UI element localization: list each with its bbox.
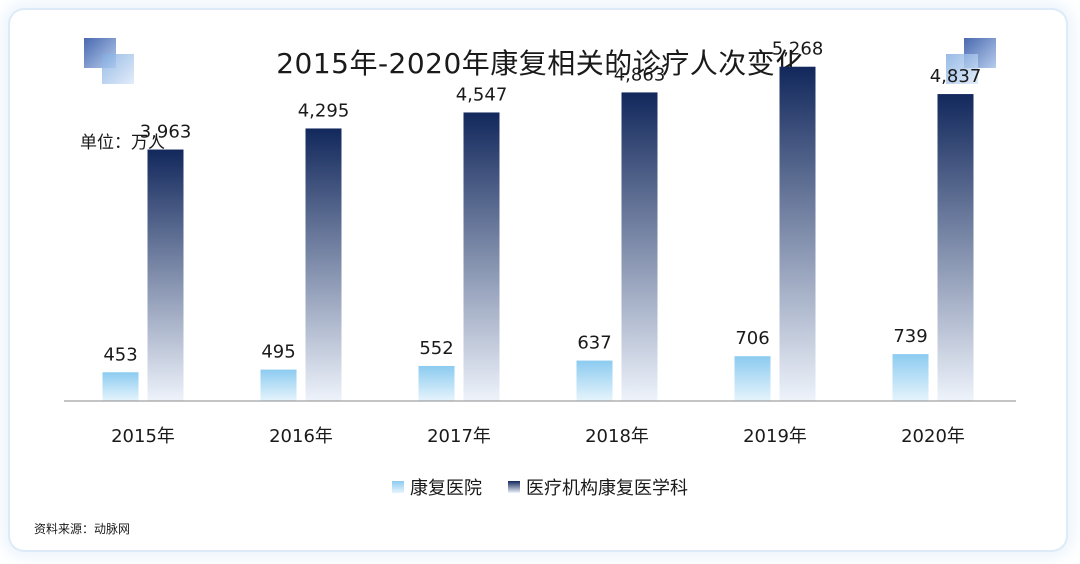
legend-item-series-1: 医疗机构康复医学科	[508, 474, 688, 500]
bar-series-1-4	[779, 66, 816, 402]
bar-series-0-3	[576, 360, 613, 401]
data-label-series-0-0: 453	[103, 344, 137, 365]
bar-series-1-1	[305, 128, 342, 402]
decor-squares-left	[84, 38, 134, 84]
bar-series-1-2	[463, 112, 500, 402]
x-tick-label-0: 2015年	[111, 426, 175, 447]
data-label-series-1-2: 4,547	[456, 84, 508, 105]
legend-item-series-0: 康复医院	[392, 474, 482, 500]
x-tick-label-2: 2017年	[427, 426, 491, 447]
bar-series-0-4	[734, 356, 771, 401]
legend-swatch-series-1	[508, 481, 520, 493]
data-label-series-1-0: 3,963	[140, 122, 192, 143]
unit-label: 单位：万人	[80, 133, 165, 153]
data-label-series-0-4: 706	[735, 328, 769, 349]
data-label-series-1-4: 5,268	[772, 39, 824, 60]
data-label-series-0-1: 495	[261, 342, 295, 363]
x-tick-label-1: 2016年	[269, 426, 333, 447]
bar-series-0-1	[260, 369, 297, 401]
bar-series-1-0	[147, 149, 184, 401]
bar-series-1-3	[621, 92, 658, 402]
data-label-series-0-3: 637	[577, 333, 611, 354]
chart-title: 2015年-2020年康复相关的诊疗人次变化	[276, 47, 804, 80]
bar-series-0-0	[102, 372, 139, 401]
decor-squares-right	[946, 38, 996, 84]
bar-series-0-5	[892, 354, 929, 401]
bar-series-1-5	[937, 94, 974, 401]
legend-label-series-1: 医疗机构康复医学科	[526, 478, 688, 499]
data-label-series-1-3: 4,863	[614, 64, 666, 85]
bar-series-0-2	[418, 365, 455, 401]
source-note: 资料来源：动脉网	[34, 522, 131, 536]
data-label-series-0-2: 552	[419, 338, 453, 359]
x-tick-label-5: 2020年	[901, 426, 965, 447]
legend-swatch-series-0	[392, 481, 404, 493]
data-label-series-0-5: 739	[893, 326, 927, 347]
chart-card	[10, 10, 1066, 550]
data-label-series-1-5: 4,837	[930, 66, 982, 87]
legend: 康复医院 医疗机构康复医学科	[0, 474, 1080, 500]
x-tick-label-3: 2018年	[585, 426, 649, 447]
x-tick-label-4: 2019年	[743, 426, 807, 447]
data-label-series-1-1: 4,295	[298, 100, 350, 121]
legend-label-series-0: 康复医院	[410, 478, 482, 499]
